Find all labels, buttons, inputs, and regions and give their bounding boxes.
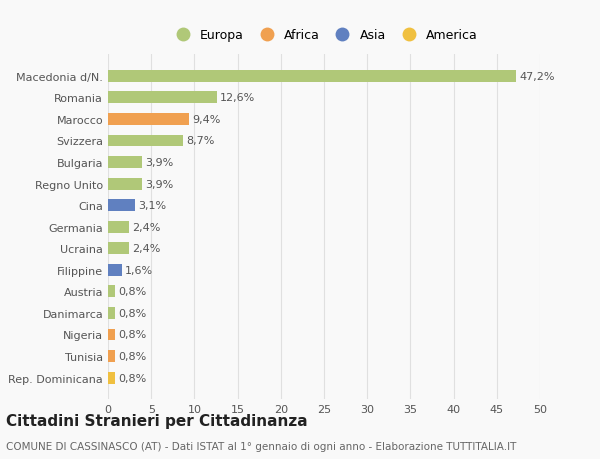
Bar	[108, 135, 183, 147]
Bar	[108, 243, 129, 255]
Legend: Europa, Africa, Asia, America: Europa, Africa, Asia, America	[170, 29, 478, 42]
Text: 0,8%: 0,8%	[118, 351, 146, 361]
Text: 3,1%: 3,1%	[138, 201, 166, 211]
Text: 9,4%: 9,4%	[193, 115, 221, 125]
Bar	[108, 114, 189, 126]
Bar	[108, 264, 122, 276]
Text: 47,2%: 47,2%	[519, 72, 555, 82]
Text: 12,6%: 12,6%	[220, 93, 256, 103]
Text: 8,7%: 8,7%	[187, 136, 215, 146]
Text: Cittadini Stranieri per Cittadinanza: Cittadini Stranieri per Cittadinanza	[6, 413, 308, 428]
Bar	[108, 308, 115, 319]
Text: 0,8%: 0,8%	[118, 287, 146, 297]
Text: 2,4%: 2,4%	[132, 222, 161, 232]
Text: 0,8%: 0,8%	[118, 308, 146, 318]
Bar	[108, 286, 115, 297]
Bar	[108, 329, 115, 341]
Text: 2,4%: 2,4%	[132, 244, 161, 254]
Bar	[108, 221, 129, 233]
Bar	[108, 200, 135, 212]
Bar	[108, 372, 115, 384]
Bar	[108, 350, 115, 362]
Text: 1,6%: 1,6%	[125, 265, 154, 275]
Bar	[108, 71, 516, 83]
Text: 0,8%: 0,8%	[118, 330, 146, 340]
Text: 3,9%: 3,9%	[145, 158, 173, 168]
Bar	[108, 178, 142, 190]
Text: 3,9%: 3,9%	[145, 179, 173, 189]
Bar	[108, 92, 217, 104]
Bar	[108, 157, 142, 168]
Text: COMUNE DI CASSINASCO (AT) - Dati ISTAT al 1° gennaio di ogni anno - Elaborazione: COMUNE DI CASSINASCO (AT) - Dati ISTAT a…	[6, 441, 517, 451]
Text: 0,8%: 0,8%	[118, 373, 146, 383]
